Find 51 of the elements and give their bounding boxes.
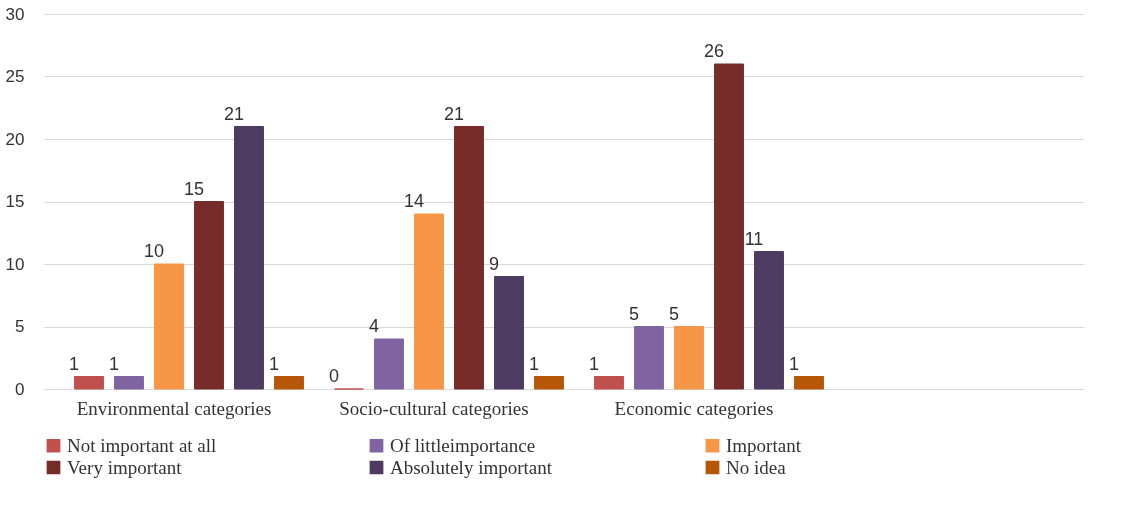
y-tick-label: 25	[5, 67, 25, 86]
bar	[594, 376, 624, 390]
bar	[714, 63, 744, 390]
x-tick-label: Socio-cultural categories	[339, 397, 529, 419]
data-label: 5	[668, 303, 680, 324]
bar	[634, 326, 664, 390]
data-label: 5	[628, 303, 640, 324]
bar	[154, 263, 184, 390]
bar	[274, 376, 304, 390]
data-label: 1	[68, 353, 80, 374]
data-label: 1	[788, 353, 800, 374]
bar	[114, 376, 144, 390]
data-label: 1	[528, 353, 540, 374]
data-label: 1	[268, 353, 280, 374]
bar	[754, 251, 784, 390]
bar	[74, 376, 104, 390]
bar	[414, 213, 444, 390]
bar	[674, 326, 704, 390]
data-label: 1	[588, 353, 600, 374]
legend-label: No idea	[726, 456, 787, 478]
legend-label: Not important at all	[67, 434, 217, 456]
data-label: 26	[703, 41, 725, 61]
legend-label: Of littleimportance	[390, 434, 536, 456]
legend-label: Very important	[67, 456, 183, 478]
bar	[534, 376, 564, 390]
data-label: 0	[328, 366, 340, 386]
legend-label: Absolutely important	[390, 456, 553, 478]
y-tick-label: 10	[5, 254, 25, 274]
bar	[494, 276, 524, 390]
data-label: 14	[403, 191, 425, 211]
x-tick-label: Economic categories	[614, 397, 774, 419]
bar	[454, 126, 484, 390]
data-label: 9	[488, 253, 500, 274]
y-tick-label: 5	[15, 317, 25, 336]
data-label: 11	[744, 228, 764, 249]
bar	[794, 376, 824, 390]
data-label: 21	[443, 103, 465, 124]
legend-label: Important	[726, 434, 802, 456]
data-label: 21	[223, 103, 245, 124]
data-label: 15	[183, 178, 205, 199]
bar	[234, 126, 264, 390]
data-label: 10	[143, 241, 165, 261]
y-tick-label: 30	[5, 4, 25, 24]
bar	[374, 338, 404, 390]
y-tick-label: 15	[5, 192, 25, 211]
data-label: 1	[108, 353, 120, 374]
bar	[194, 201, 224, 390]
x-tick-label: Environmental categories	[76, 397, 272, 419]
y-tick-label: 20	[5, 129, 25, 149]
y-tick-label: 0	[15, 379, 25, 399]
data-label: 4	[368, 316, 380, 336]
